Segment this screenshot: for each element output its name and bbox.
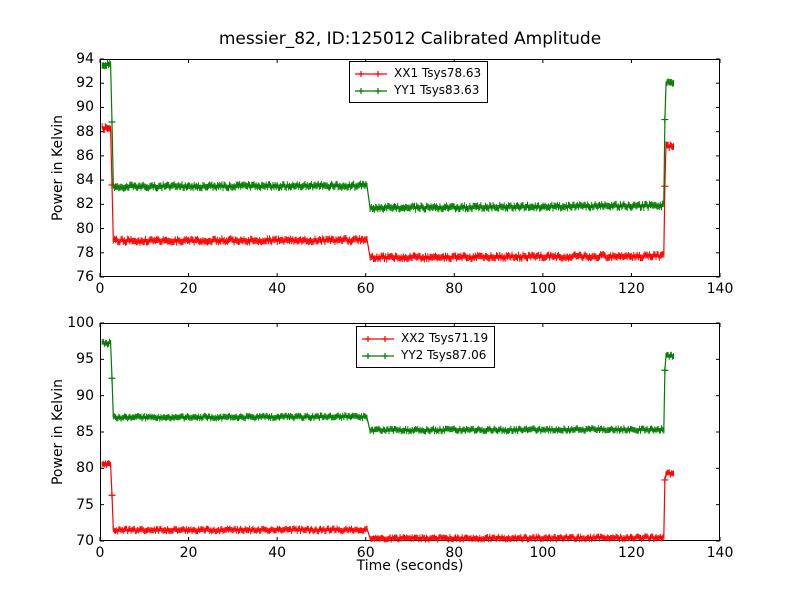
- tick-label: 60: [356, 281, 375, 297]
- tick-label: 0: [95, 281, 105, 297]
- tick-label: 140: [706, 545, 734, 561]
- tick-label: 90: [76, 387, 94, 404]
- tick-label: 140: [706, 281, 734, 297]
- legend-label: YY2 Tsys87.06: [401, 348, 487, 362]
- legend-item: XX2 Tsys71.19: [361, 330, 488, 347]
- tick-label: 84: [76, 172, 94, 189]
- tick-label: 40: [268, 281, 287, 297]
- tick-label: 120: [618, 545, 645, 561]
- legend-item: YY1 Tsys83.63: [354, 82, 481, 99]
- legend-line-sample: [355, 87, 387, 94]
- tick-label: 75: [76, 496, 94, 513]
- legend-item: YY2 Tsys87.06: [361, 347, 488, 364]
- legend-top: XX1 Tsys78.63 YY1 Tsys83.63: [349, 61, 489, 103]
- legend-item: XX1 Tsys78.63: [354, 65, 481, 82]
- legend-line-sample: [355, 70, 387, 77]
- tick-label: 80: [76, 460, 94, 477]
- tick-label: 70: [76, 533, 94, 549]
- tick-label: 100: [67, 315, 94, 331]
- tick-label: 100: [529, 545, 557, 561]
- legend-label: YY1 Tsys83.63: [394, 83, 480, 97]
- figure-title: messier_82, ID:125012 Calibrated Amplitu…: [218, 29, 602, 49]
- legend-line-sample: [362, 352, 394, 359]
- tick-label: 20: [179, 281, 198, 297]
- legend-label: XX2 Tsys71.19: [401, 331, 489, 345]
- tick-label: 80: [445, 281, 464, 297]
- tick-label: 88: [76, 123, 94, 140]
- tick-label: 92: [76, 75, 94, 92]
- legend-bottom: XX2 Tsys71.19 YY2 Tsys87.06: [356, 326, 496, 368]
- tick-label: 78: [76, 244, 94, 261]
- tick-label: 85: [76, 424, 94, 440]
- tick-label: 80: [445, 545, 464, 561]
- legend-line-sample: [362, 335, 394, 342]
- tick-label: 40: [268, 545, 287, 561]
- legend-label: XX1 Tsys78.63: [394, 66, 482, 80]
- tick-label: 95: [76, 351, 94, 368]
- tick-label: 94: [76, 51, 94, 67]
- tick-label: 60: [356, 545, 375, 561]
- tick-label: 120: [618, 281, 645, 297]
- tick-label: 0: [95, 545, 105, 561]
- tick-label: 20: [179, 545, 198, 561]
- x-axis-label: Time (seconds): [356, 558, 464, 574]
- tick-label: 90: [76, 99, 94, 116]
- tick-label: 86: [76, 147, 94, 164]
- tick-label: 80: [76, 220, 94, 237]
- tick-label: 100: [529, 281, 557, 297]
- tick-label: 76: [76, 269, 94, 285]
- tick-label: 82: [76, 196, 94, 213]
